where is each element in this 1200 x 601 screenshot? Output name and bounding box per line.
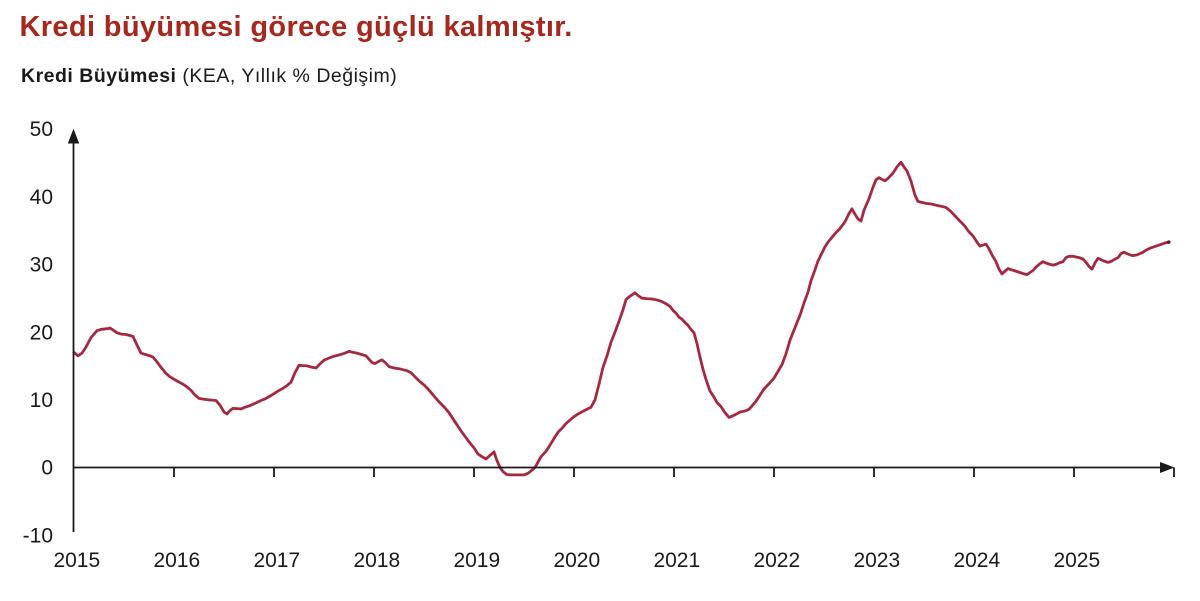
svg-text:20: 20: [30, 321, 53, 344]
svg-text:0: 0: [41, 457, 53, 480]
svg-text:2020: 2020: [553, 549, 600, 572]
svg-text:2023: 2023: [853, 549, 900, 572]
svg-text:2025: 2025: [1053, 549, 1100, 572]
svg-text:50: 50: [30, 118, 53, 141]
svg-text:30: 30: [30, 254, 53, 277]
svg-text:2015: 2015: [53, 549, 100, 572]
svg-text:2018: 2018: [353, 549, 400, 572]
svg-text:10: 10: [30, 389, 53, 412]
svg-text:2022: 2022: [753, 549, 800, 572]
svg-text:40: 40: [30, 186, 53, 209]
svg-text:-10: -10: [23, 524, 53, 547]
svg-text:2016: 2016: [153, 549, 200, 572]
svg-text:2021: 2021: [653, 549, 700, 572]
svg-text:2024: 2024: [953, 549, 1000, 572]
svg-text:2019: 2019: [453, 549, 500, 572]
svg-text:2017: 2017: [253, 549, 300, 572]
